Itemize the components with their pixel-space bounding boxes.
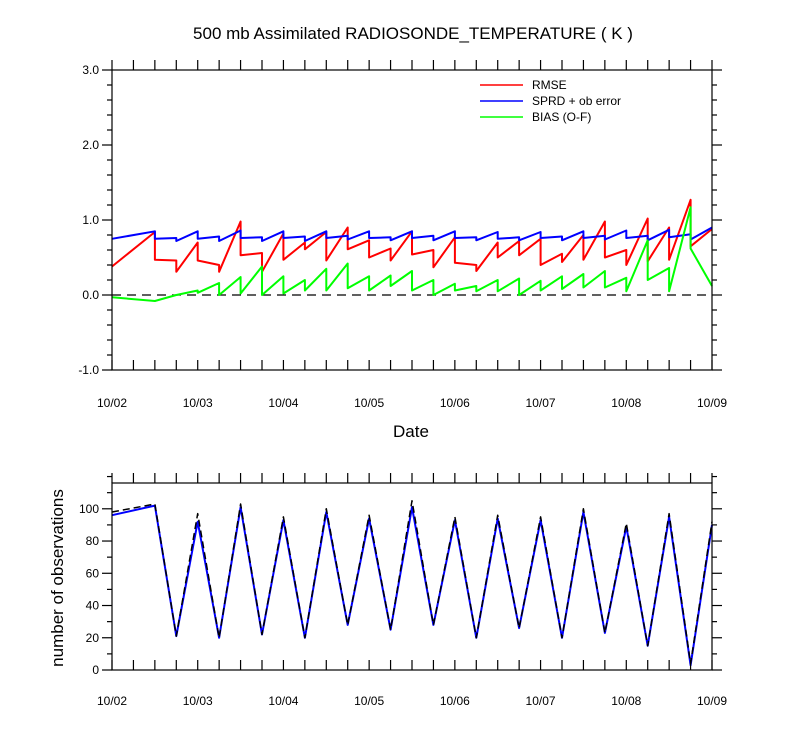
y-tick-label: 2.0 bbox=[82, 138, 99, 152]
top-plot-frame bbox=[111, 69, 713, 371]
y-tick-label: 0 bbox=[92, 663, 99, 677]
bottom-series-group bbox=[111, 499, 713, 667]
legend-label-bias: BIAS (O-F) bbox=[532, 110, 591, 124]
y-tick-label: 60 bbox=[86, 566, 100, 580]
series-line-bias-o-f bbox=[111, 206, 713, 302]
bottom-ticks-group bbox=[102, 473, 722, 671]
y-axis-title: number of observations bbox=[48, 489, 67, 667]
y-tick-label: 0.0 bbox=[82, 288, 99, 302]
y-tick-label: 80 bbox=[86, 534, 100, 548]
top-ticks-group bbox=[102, 60, 722, 371]
x-tick-label: 10/04 bbox=[268, 694, 298, 708]
series-line-sprd-ob-error bbox=[111, 226, 713, 242]
y-tick-label: 40 bbox=[86, 599, 100, 613]
x-tick-label: 10/07 bbox=[526, 694, 556, 708]
chart-title: 500 mb Assimilated RADIOSONDE_TEMPERATUR… bbox=[193, 24, 633, 43]
top-series-group bbox=[111, 198, 713, 302]
x-tick-label: 10/05 bbox=[354, 396, 384, 410]
y-tick-label: 20 bbox=[86, 631, 100, 645]
y-tick-label: -1.0 bbox=[78, 363, 99, 377]
x-tick-label: 10/06 bbox=[440, 396, 470, 410]
x-tick-label: 10/05 bbox=[354, 694, 384, 708]
x-tick-label: 10/09 bbox=[697, 694, 727, 708]
x-tick-label: 10/06 bbox=[440, 694, 470, 708]
x-tick-label: 10/09 bbox=[697, 396, 727, 410]
bottom-plot: 10/02 10/03 10/04 10/05 10/06 10/07 10/08 10/09… bbox=[48, 473, 727, 708]
series-line-possible-observations bbox=[111, 499, 713, 665]
legend: RMSE SPRD + ob error BIAS (O-F) bbox=[480, 78, 621, 124]
series-line-assimilated-observations bbox=[111, 504, 713, 667]
bottom-y-tick-labels: 0 20 40 60 80 100 bbox=[79, 502, 99, 677]
top-plot: 10/02 10/03 10/04 10/05 10/06 10/07 10/08 10/09… bbox=[78, 60, 727, 441]
y-tick-label: 3.0 bbox=[82, 63, 99, 77]
y-tick-label: 1.0 bbox=[82, 213, 99, 227]
x-tick-label: 10/02 bbox=[97, 396, 127, 410]
x-tick-label: 10/03 bbox=[183, 396, 213, 410]
legend-label-sprd: SPRD + ob error bbox=[532, 94, 621, 108]
x-tick-label: 10/07 bbox=[526, 396, 556, 410]
top-y-tick-labels: -1.0 0.0 1.0 2.0 3.0 bbox=[78, 63, 99, 377]
top-x-tick-labels: 10/02 10/03 10/04 10/05 10/06 10/07 10/08 10/09 bbox=[97, 396, 727, 410]
x-axis-title: Date bbox=[393, 422, 429, 441]
bottom-x-tick-labels: 10/02 10/03 10/04 10/05 10/06 10/07 10/08 10/09 bbox=[97, 694, 727, 708]
x-tick-label: 10/08 bbox=[611, 396, 641, 410]
series-line-rmse bbox=[111, 198, 713, 273]
x-tick-label: 10/03 bbox=[183, 694, 213, 708]
legend-label-rmse: RMSE bbox=[532, 78, 567, 92]
x-tick-label: 10/08 bbox=[611, 694, 641, 708]
x-tick-label: 10/04 bbox=[268, 396, 298, 410]
y-tick-label: 100 bbox=[79, 502, 99, 516]
x-tick-label: 10/02 bbox=[97, 694, 127, 708]
